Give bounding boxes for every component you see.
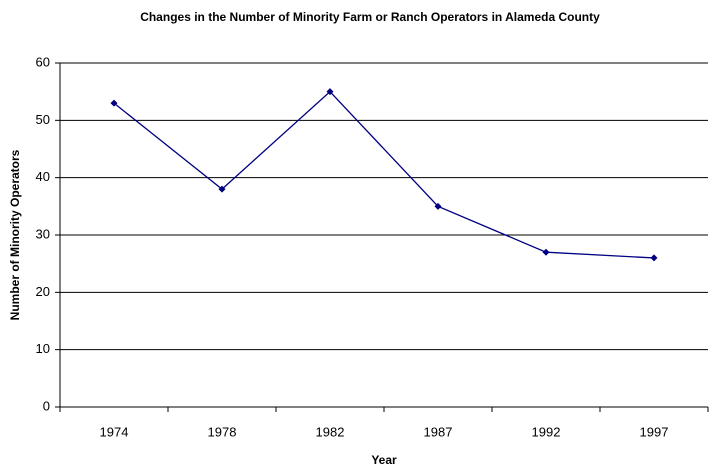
x-tick-label: 1978 — [208, 424, 237, 439]
x-axis-label: Year — [371, 453, 397, 467]
y-tick-label: 40 — [36, 169, 50, 184]
marker — [434, 202, 442, 210]
y-tick-label: 10 — [36, 341, 50, 356]
y-tick-label: 30 — [36, 226, 50, 241]
chart-title: Changes in the Number of Minority Farm o… — [140, 10, 600, 24]
x-tick-label: 1997 — [640, 424, 669, 439]
x-tick-label: 1992 — [532, 424, 561, 439]
x-tick-label: 1974 — [100, 424, 129, 439]
marker — [218, 185, 226, 193]
marker — [326, 88, 334, 96]
marker — [110, 99, 118, 107]
y-tick-label: 50 — [36, 112, 50, 127]
y-axis-label: Number of Minority Operators — [8, 149, 22, 320]
x-tick-label: 1982 — [316, 424, 345, 439]
line — [113, 90, 655, 259]
y-tick-label: 0 — [43, 398, 50, 413]
y-tick-label: 60 — [36, 54, 50, 69]
x-tick-label: 1987 — [424, 424, 453, 439]
marker — [542, 248, 550, 256]
marker — [650, 254, 658, 262]
y-tick-label: 20 — [36, 284, 50, 299]
